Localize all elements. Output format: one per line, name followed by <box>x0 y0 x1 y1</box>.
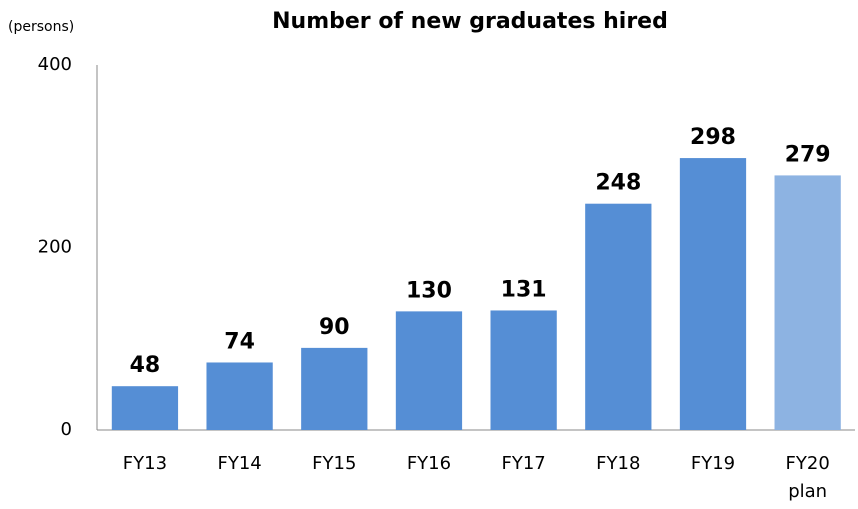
y-tick-label: 0 <box>61 419 72 440</box>
data-label: 90 <box>319 315 350 340</box>
x-tick-label: FY20 plan <box>785 453 830 502</box>
data-label: 298 <box>690 125 736 150</box>
data-label: 279 <box>785 142 831 167</box>
y-axis-label: (persons) <box>8 19 74 35</box>
chart-title: Number of new graduates hired <box>272 9 668 34</box>
x-tick-label: FY15 <box>312 453 357 474</box>
bar <box>206 362 273 430</box>
bar <box>301 347 368 430</box>
bar <box>585 203 652 430</box>
x-tick-label: FY18 <box>596 453 641 474</box>
data-label: 248 <box>595 171 641 196</box>
data-label: 130 <box>406 278 452 303</box>
data-label: 131 <box>501 277 547 302</box>
y-tick-label: 200 <box>38 237 72 258</box>
bar <box>395 311 463 430</box>
x-tick-label: FY19 <box>690 453 736 474</box>
x-tick-label: FY13 <box>122 453 168 474</box>
x-tick-label: FY14 <box>217 453 262 474</box>
x-tick-label: FY16 <box>406 453 452 474</box>
bar <box>111 386 179 430</box>
bar <box>679 158 747 430</box>
y-tick-label: 400 <box>38 54 72 75</box>
bar <box>774 175 841 430</box>
bar <box>490 310 557 430</box>
x-tick-label: FY17 <box>501 453 546 474</box>
data-label: 74 <box>224 329 255 354</box>
data-label: 48 <box>130 353 161 378</box>
